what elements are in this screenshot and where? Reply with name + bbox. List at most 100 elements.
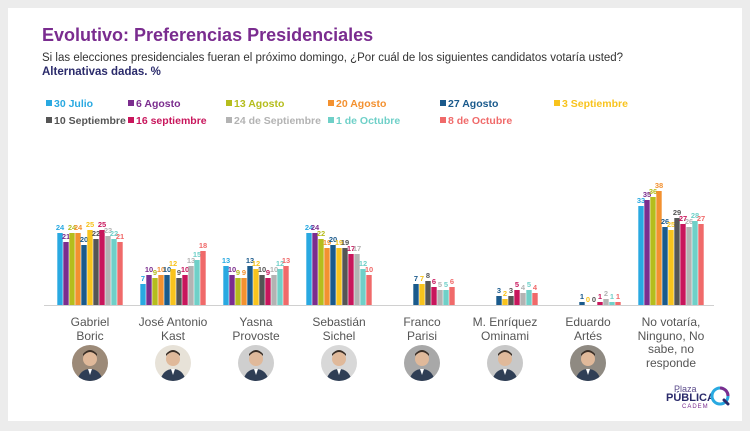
bar [164,275,170,305]
data-label: 0 [592,295,596,304]
data-label: 22 [317,229,325,238]
bar [259,275,265,305]
page-title: Evolutivo: Preferencias Presidenciales [42,25,374,45]
data-label: 12 [276,259,284,268]
data-label: 10 [270,265,278,274]
bar [336,248,342,305]
legend-label: 24 de Septiembre [234,115,321,127]
bar [87,230,93,305]
bar [514,290,520,305]
bar [69,233,75,305]
data-label: 20 [329,235,337,244]
legend-item: 13 Agosto [226,98,284,110]
data-label: 5 [527,280,531,289]
data-label: 7 [414,274,418,283]
data-label: 27 [697,214,705,223]
bar [348,254,354,305]
bar [603,299,609,305]
bar [158,275,164,305]
category-label: Franco Parisi [403,315,441,343]
bar [425,281,431,305]
chart-legend: 30 Julio 6 Agosto 13 Agosto 20 Agosto 27 Ago… [46,98,726,132]
data-label: 24 [56,223,65,232]
legend-swatch [128,117,134,123]
bar [526,290,532,305]
bar [674,218,680,305]
legend-item: 27 Agosto [440,98,498,110]
data-label: 24 [305,223,314,232]
category-label: No votaría, Ninguno, No sabe, no respond… [637,315,705,370]
candidate-photo [487,345,523,381]
bar [247,266,253,305]
bar [75,233,81,305]
bar [354,254,360,305]
data-label: 4 [533,283,538,292]
data-label: 26 [661,217,669,226]
data-label: 5 [515,280,519,289]
bar [235,278,241,305]
bar [182,275,188,305]
candidate-photo [404,345,440,381]
data-label: 24 [68,223,77,232]
bar [63,242,69,305]
legend-item: 16 septiembre [128,115,207,127]
bar [686,227,692,305]
bar [117,242,123,305]
bar [57,233,63,305]
data-label: 28 [691,211,699,220]
bar [188,266,194,305]
legend-swatch [46,117,52,123]
bar [140,284,146,305]
data-label: 10 [181,265,189,274]
data-label: 13 [187,256,195,265]
bar [170,269,176,305]
data-label: 21 [62,232,70,241]
question-text: Si las elecciones presidenciales fueran … [42,52,624,64]
data-label: 27 [679,214,687,223]
data-label: 4 [521,283,526,292]
bar [449,287,455,305]
bar [650,197,656,305]
data-label: 21 [116,232,124,241]
legend-item: 10 Septiembre [46,115,126,127]
legend-item: 6 Agosto [128,98,181,110]
data-label: 1 [610,292,614,301]
legend-label: 16 septiembre [136,115,207,127]
logo-line1: Plaza [674,384,697,394]
bar [105,236,111,305]
data-label: 9 [236,268,240,277]
legend-swatch [554,100,560,106]
candidate-photo [155,345,191,381]
data-label: 35 [643,190,651,199]
bar [508,296,514,305]
data-label: 12 [252,259,260,268]
bar [579,302,585,305]
data-label: 6 [432,277,436,286]
data-label: 9 [153,268,157,277]
category-label: José Antonio Kast [138,315,208,343]
data-label: 10 [258,265,266,274]
data-label: 3 [497,286,501,295]
data-label: 13 [246,256,254,265]
data-label: 36 [649,187,657,196]
legend-item: 20 Agosto [328,98,386,110]
data-label: 7 [420,274,424,283]
bar [431,287,437,305]
question-note: Alternativas dadas. % [42,66,161,78]
bar [360,269,366,305]
legend-item: 1 de Octubre [328,115,400,127]
bar [265,278,271,305]
bar [437,290,443,305]
legend-item: 3 Septiembre [554,98,628,110]
data-label: 2 [503,289,507,298]
bar [443,290,449,305]
data-label: 13 [222,256,230,265]
legend-label: 10 Septiembre [54,115,126,127]
logo-line3: CADEM [682,404,709,410]
data-label: 10 [145,265,153,274]
data-label: 15 [193,250,201,259]
legend-swatch [328,100,334,106]
bar [200,251,206,305]
bar [342,248,348,305]
